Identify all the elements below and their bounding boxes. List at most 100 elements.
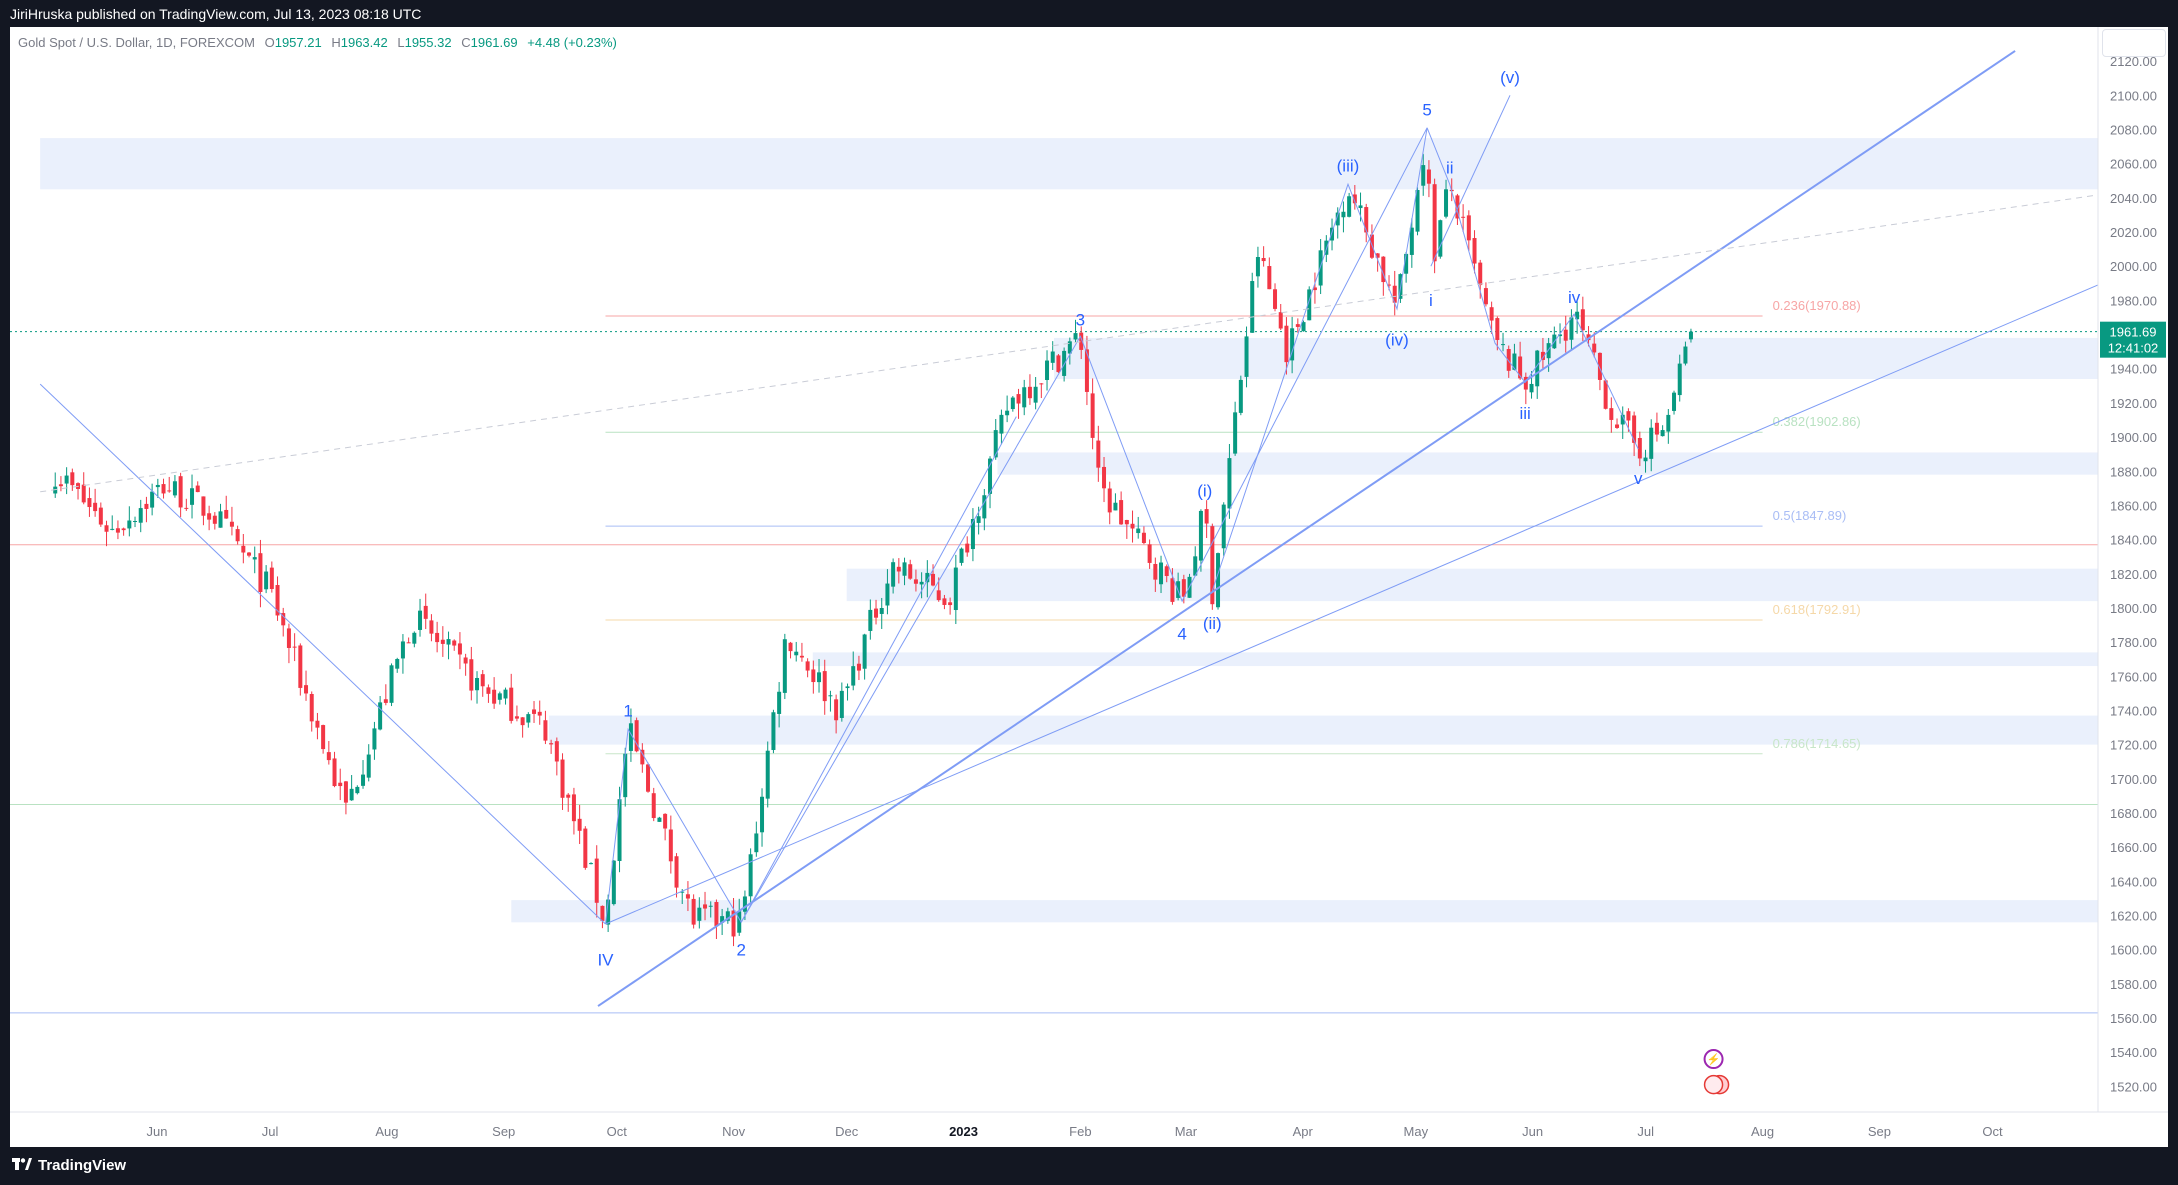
candle (1677, 363, 1682, 396)
price-tick-label: 2120.00 (2110, 54, 2157, 69)
candle (782, 639, 787, 693)
candle (902, 562, 907, 576)
candle (862, 634, 867, 669)
wave-label-3: 3 (1076, 310, 1085, 329)
candle (874, 608, 879, 618)
candle (1478, 262, 1483, 286)
symbol-name: Gold Spot / U.S. Dollar, 1D, FOREXCOM (18, 35, 255, 50)
candle (1632, 415, 1637, 443)
candle (845, 686, 850, 689)
candle (241, 545, 246, 553)
candle (594, 858, 599, 903)
candle (1392, 285, 1397, 303)
candle (1352, 194, 1357, 204)
candle (1341, 211, 1346, 218)
wave-trendline-7 (605, 282, 2102, 925)
candle (1136, 528, 1141, 534)
candle (976, 516, 981, 523)
lightning-event-icon (1703, 1049, 1724, 1070)
wave-trendline-1 (605, 127, 1428, 925)
candle (1170, 578, 1175, 602)
chart-frame[interactable]: 0.236(1970.88) 0.382(1902.86) 0.5(1847.89)… (10, 27, 2168, 1147)
candle (942, 598, 947, 605)
tradingview-brand[interactable]: TradingView (12, 1157, 126, 1174)
candle (1261, 258, 1266, 262)
time-axis (10, 1112, 2168, 1147)
candle (93, 502, 98, 512)
candle (1358, 205, 1363, 209)
publisher-bar: JiriHruska published on TradingView.com,… (0, 0, 2178, 27)
time-tick-label: Nov (722, 1124, 746, 1139)
price-tick-label: 2020.00 (2110, 225, 2157, 240)
candle (925, 572, 930, 583)
candle (811, 669, 816, 683)
candle (908, 564, 913, 579)
candle (965, 543, 970, 553)
candle (1535, 350, 1540, 387)
candle (617, 799, 622, 862)
candle (315, 720, 320, 728)
scale-toggle-button[interactable] (2102, 29, 2166, 57)
candle (537, 711, 542, 716)
candle (1301, 322, 1306, 332)
fib-level-label-4: 0.786(1714.65) (1773, 736, 1861, 751)
candle (532, 709, 537, 714)
fib-level-label-2: 0.5(1847.89) (1773, 508, 1847, 523)
candle (252, 557, 257, 560)
candle (1141, 532, 1146, 544)
price-tick-label: 1640.00 (2110, 874, 2157, 889)
candle (1295, 324, 1300, 327)
wave-trendline-3 (1211, 127, 1428, 592)
legend-high: 1963.42 (340, 35, 388, 50)
price-tick-label: 1860.00 (2110, 498, 2157, 513)
candle (1426, 169, 1431, 184)
candle (304, 685, 309, 694)
candle (1159, 562, 1164, 585)
candle (970, 518, 975, 550)
candle (514, 716, 519, 719)
candle (1255, 256, 1260, 277)
candle (993, 430, 998, 458)
price-chart[interactable]: 0.236(1970.88) 0.382(1902.86) 0.5(1847.89)… (10, 27, 2168, 1147)
candle (167, 490, 172, 492)
wave-label-14: iv (1568, 288, 1581, 307)
candle (58, 484, 63, 487)
candle (1586, 334, 1591, 341)
candle (1079, 332, 1084, 350)
candle (218, 511, 223, 528)
footer-bar: TradingView (0, 1147, 2178, 1185)
legend-low: 1955.32 (404, 35, 452, 50)
candle (150, 491, 155, 508)
price-tick-label: 1700.00 (2110, 772, 2157, 787)
price-tick-label: 1720.00 (2110, 738, 2157, 753)
candle (1073, 333, 1078, 340)
candle (731, 910, 736, 937)
candle (1637, 437, 1642, 459)
candle (486, 687, 491, 694)
candle (1483, 288, 1488, 305)
time-tick-label: Apr (1293, 1124, 1314, 1139)
candle (725, 911, 730, 921)
candle (1164, 566, 1169, 577)
time-tick-label: Jun (1522, 1124, 1543, 1139)
candle (378, 702, 383, 730)
candle (1597, 352, 1602, 380)
legend-close: 1961.69 (470, 35, 518, 50)
candle (104, 525, 109, 532)
candle (87, 498, 92, 508)
candle (737, 911, 742, 933)
candle (1626, 411, 1631, 421)
candle (338, 782, 343, 787)
price-tick-label: 2000.00 (2110, 259, 2157, 274)
candle (799, 655, 804, 658)
candle (361, 774, 366, 786)
candle (1546, 343, 1551, 359)
candle (1660, 430, 1665, 437)
price-tick-label: 1740.00 (2110, 703, 2157, 718)
candle (235, 529, 240, 542)
candle (264, 571, 269, 590)
candle (1444, 189, 1449, 217)
time-tick-label: Oct (607, 1124, 628, 1139)
candle (936, 590, 941, 601)
price-tick-label: 2060.00 (2110, 157, 2157, 172)
